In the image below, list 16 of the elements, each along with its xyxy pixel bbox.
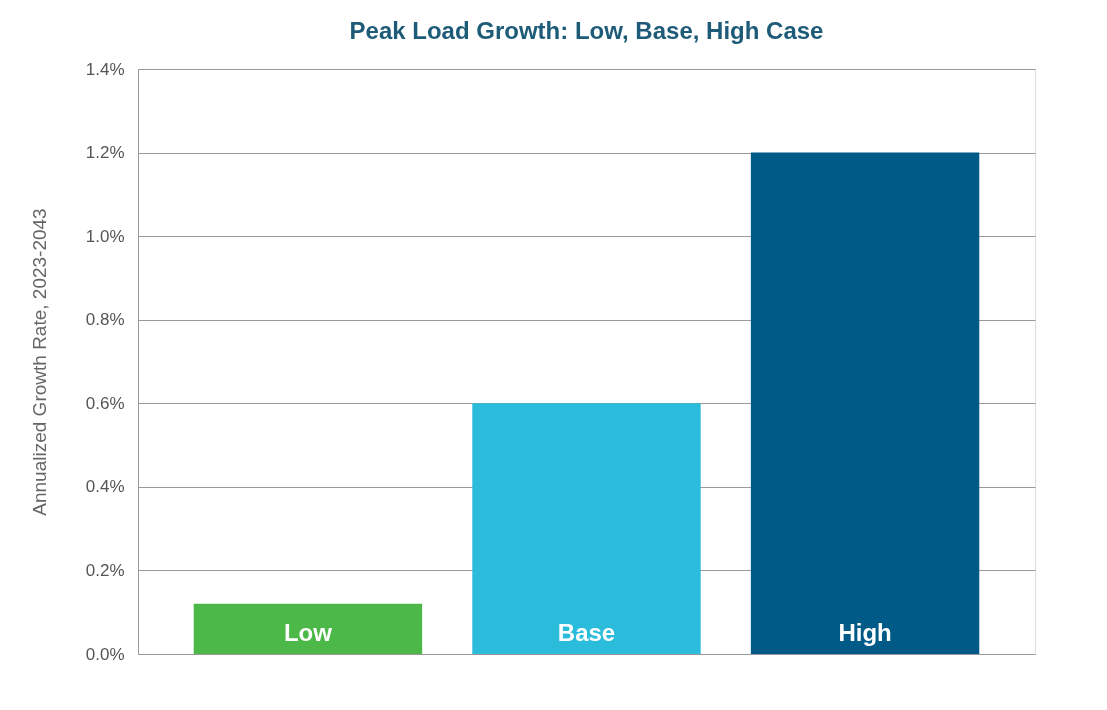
x-tick-label: Low: [283, 619, 333, 646]
y-tick-label: 0.2%: [85, 560, 125, 580]
x-tick-label: High: [838, 619, 892, 646]
y-tick-label: 0.8%: [85, 310, 125, 330]
chart-title: Peak Load Growth: Low, Base, High Case: [349, 17, 824, 44]
y-tick-label: 1.0%: [85, 226, 125, 246]
x-tick-label: Base: [557, 619, 616, 646]
bar: [750, 152, 980, 654]
y-tick-label: 0.4%: [85, 477, 125, 497]
y-tick-label: 0.6%: [85, 393, 125, 413]
y-tick-label: 0.0%: [85, 644, 125, 664]
y-tick-label: 1.2%: [85, 143, 125, 163]
y-tick-label: 1.4%: [85, 59, 125, 79]
bar: [472, 403, 701, 654]
bar: [193, 603, 423, 654]
y-axis-title: Annualized Growth Rate, 2023-2043: [28, 208, 50, 516]
